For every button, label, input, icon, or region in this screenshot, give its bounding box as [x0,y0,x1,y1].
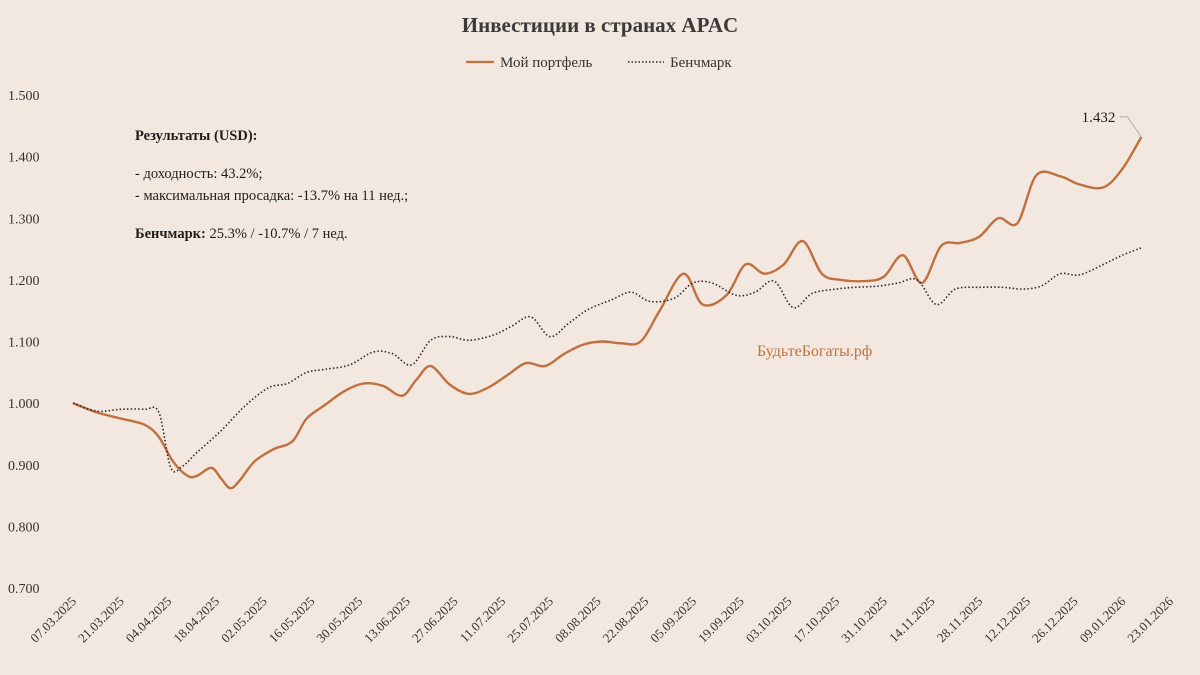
results-title: Результаты (USD): [135,128,258,144]
plot-area [72,136,1143,490]
y-tick-label: 0.700 [8,582,40,597]
x-tick-label: 28.11.2025 [934,594,986,646]
x-tick-label: 12.12.2025 [981,594,1033,646]
x-tick-label: 22.08.2025 [599,594,651,646]
x-tick-label: 18.04.2025 [170,594,222,646]
x-tick-label: 08.08.2025 [552,594,604,646]
results-note: Результаты (USD): - доходность: 43.2%; -… [135,125,408,245]
x-tick-label: 27.06.2025 [409,594,461,646]
x-tick-label: 03.10.2025 [743,594,795,646]
x-tick-label: 05.09.2025 [647,594,699,646]
x-tick-label: 14.11.2025 [886,594,938,646]
y-tick-label: 1.100 [8,336,40,351]
legend: Мой портфель Бенчмарк [466,55,732,71]
y-tick-label: 1.400 [8,151,40,166]
x-tick-label: 17.10.2025 [790,594,842,646]
x-tick-label: 19.09.2025 [695,594,747,646]
y-tick-label: 1.000 [8,397,40,412]
x-tick-label: 09.01.2026 [1076,593,1128,645]
y-axis: 0.700 0.800 0.900 1.000 1.100 1.200 1.300 1.400… [8,89,40,597]
y-tick-label: 0.900 [8,459,40,474]
benchmark-label: Бенчмарк: [135,226,206,242]
x-tick-label: 11.07.2025 [457,594,509,646]
watermark: БудьтеБогаты.рф [757,343,873,360]
x-tick-label: 21.03.2025 [75,594,127,646]
x-tick-label: 13.06.2025 [361,594,413,646]
x-tick-label: 26.12.2025 [1029,594,1081,646]
annotation-label: 1.432 [1082,110,1116,126]
x-tick-label: 30.05.2025 [313,594,365,646]
results-return: - доходность: 43.2%; [135,166,263,182]
x-tick-label: 04.04.2025 [123,594,175,646]
x-tick-label: 02.05.2025 [218,594,270,646]
x-tick-label: 07.03.2025 [27,594,79,646]
y-tick-label: 1.300 [8,212,40,227]
legend-portfolio-label: Мой портфель [500,55,592,71]
x-tick-label: 16.05.2025 [266,594,318,646]
x-tick-label: 31.10.2025 [838,594,890,646]
x-tick-label: 25.07.2025 [504,594,556,646]
chart-title: Инвестиции в странах APAC [462,13,738,37]
series-line-portfolio [72,136,1143,490]
legend-benchmark-label: Бенчмарк [670,55,732,71]
x-tick-label: 23.01.2026 [1124,593,1176,645]
results-drawdown: - максимальная просадка: -13.7% на 11 не… [135,188,409,204]
y-tick-label: 0.800 [8,520,40,535]
y-tick-label: 1.200 [8,274,40,289]
annotation: 1.432 [1082,110,1142,138]
annotation-leader [1119,116,1142,138]
benchmark-value: 25.3% / -10.7% / 7 нед. [205,226,348,242]
series-line-benchmark [72,247,1142,473]
x-axis: 07.03.202521.03.202504.04.202518.04.2025… [27,593,1176,645]
y-tick-label: 1.500 [8,89,40,104]
benchmark-summary: Бенчмарк: 25.3% / -10.7% / 7 нед. [135,223,408,245]
